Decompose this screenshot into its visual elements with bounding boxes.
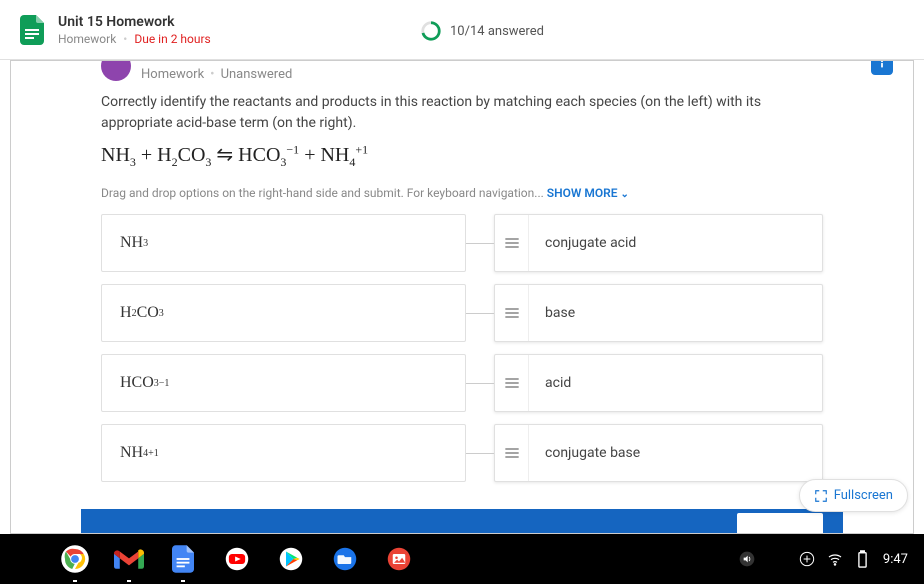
volume-icon[interactable] [739,551,755,567]
match-right-label: conjugate acid [529,235,652,251]
fullscreen-label: Fullscreen [834,488,893,503]
match-row: NH4+1 conjugate base [101,424,823,482]
match-right-label: acid [529,375,587,391]
play-store-icon[interactable] [276,544,306,574]
match-row: H2CO3 base [101,284,823,342]
match-right-card[interactable]: base [494,284,823,342]
assignment-category: Homework [58,32,116,46]
submit-button[interactable] [737,513,823,534]
add-icon[interactable] [799,551,815,567]
assignment-due: Due in 2 hours [134,32,210,46]
fullscreen-button[interactable]: Fullscreen [799,479,908,512]
taskbar-apps [60,544,438,574]
taskbar: 9:47 [0,534,924,584]
match-connector [466,424,494,482]
files-icon[interactable] [330,544,360,574]
match-left-card: HCO3−1 [101,354,466,412]
assignment-header-bar: Unit 15 Homework Homework • Due in 2 hou… [0,0,924,60]
show-more-link[interactable]: SHOW MORE ⌄ [547,186,629,200]
clock[interactable]: 9:47 [883,552,908,567]
drag-handle-icon[interactable] [495,285,529,341]
match-connector [466,354,494,412]
match-right-card[interactable]: conjugate acid [494,214,823,272]
match-left-card: NH3 [101,214,466,272]
question-content: Homework • Unanswered Correctly identify… [11,61,913,533]
photos-icon[interactable] [384,544,414,574]
question-avatar [101,60,131,81]
match-left-card: NH4+1 [101,424,466,482]
separator-dot: • [123,32,127,46]
info-icon [875,60,889,71]
gmail-icon[interactable] [114,544,144,574]
assignment-doc-icon [20,15,44,45]
progress-indicator: 10/14 answered [420,20,544,42]
match-rows-container: NH3 conjugate acid H2CO3 base HCO3−1 acid NH4+… [101,214,823,482]
assignment-title-block: Unit 15 Homework Homework • Due in 2 hou… [58,14,211,46]
docs-icon[interactable] [168,544,198,574]
content-frame: Homework • Unanswered Correctly identify… [10,60,914,534]
drag-handle-icon[interactable] [495,355,529,411]
match-row: HCO3−1 acid [101,354,823,412]
breadcrumb-status: Unanswered [221,67,293,82]
match-right-card[interactable]: acid [494,354,823,412]
drag-handle-icon[interactable] [495,215,529,271]
assignment-title: Unit 15 Homework [58,14,211,30]
match-connector [466,214,494,272]
breadcrumb-type: Homework [141,67,204,82]
match-right-label: conjugate base [529,445,656,461]
hint-text: Drag and drop options on the right-hand … [101,186,544,200]
separator-dot: • [210,67,214,82]
taskbar-status: 9:47 [739,551,908,567]
youtube-icon[interactable] [222,544,252,574]
match-row: NH3 conjugate acid [101,214,823,272]
chrome-icon[interactable] [60,544,90,574]
match-right-card[interactable]: conjugate base [494,424,823,482]
match-right-label: base [529,305,591,321]
progress-ring-icon [420,20,442,42]
match-connector [466,284,494,342]
submit-bar[interactable] [81,509,843,533]
battery-icon[interactable] [855,551,871,567]
question-hint-row: Drag and drop options on the right-hand … [101,186,823,200]
info-badge[interactable] [871,60,893,75]
progress-text: 10/14 answered [450,24,544,39]
wifi-icon[interactable] [827,551,843,567]
match-left-card: H2CO3 [101,284,466,342]
fullscreen-icon [814,489,828,503]
question-breadcrumb: Homework • Unanswered [101,61,823,92]
question-instruction: Correctly identify the reactants and pro… [101,92,823,134]
assignment-subtitle: Homework • Due in 2 hours [58,32,211,46]
question-equation: NH3 + H2CO3 ⇋ HCO3−1 + NH4+1 [101,142,823,170]
drag-handle-icon[interactable] [495,425,529,481]
chevron-down-icon: ⌄ [621,189,629,200]
